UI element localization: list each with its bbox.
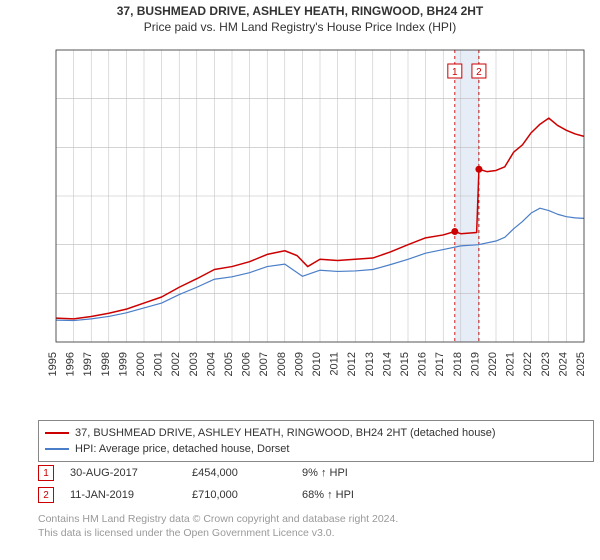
svg-text:1997: 1997 xyxy=(82,352,94,376)
svg-text:2002: 2002 xyxy=(170,352,182,376)
legend-row-2: HPI: Average price, detached house, Dors… xyxy=(45,441,587,457)
line-chart: £0£200K£400K£600K£800K£1M£1.2M1995199619… xyxy=(48,44,588,404)
svg-text:2022: 2022 xyxy=(522,352,534,376)
event-row-1: 1 30-AUG-2017 £454,000 9% ↑ HPI xyxy=(38,462,412,484)
svg-text:2015: 2015 xyxy=(399,352,411,376)
event-pct-1: 9% ↑ HPI xyxy=(302,467,412,479)
svg-text:2009: 2009 xyxy=(293,352,305,376)
svg-text:2000: 2000 xyxy=(135,352,147,376)
event-price-2: £710,000 xyxy=(192,489,302,501)
legend: 37, BUSHMEAD DRIVE, ASHLEY HEATH, RINGWO… xyxy=(38,420,594,462)
footer-line-1: Contains HM Land Registry data © Crown c… xyxy=(38,512,398,526)
legend-swatch-1 xyxy=(45,432,69,434)
svg-text:2023: 2023 xyxy=(540,352,552,376)
svg-text:1: 1 xyxy=(452,67,458,78)
svg-text:2003: 2003 xyxy=(188,352,200,376)
svg-text:2021: 2021 xyxy=(505,352,517,376)
footer: Contains HM Land Registry data © Crown c… xyxy=(38,512,398,540)
event-price-1: £454,000 xyxy=(192,467,302,479)
event-row-2: 2 11-JAN-2019 £710,000 68% ↑ HPI xyxy=(38,484,412,506)
svg-text:2008: 2008 xyxy=(276,352,288,376)
footer-line-2: This data is licensed under the Open Gov… xyxy=(38,526,398,540)
svg-text:2019: 2019 xyxy=(469,352,481,376)
event-pct-2: 68% ↑ HPI xyxy=(302,489,412,501)
svg-text:2025: 2025 xyxy=(575,352,587,376)
svg-text:2: 2 xyxy=(476,67,482,78)
svg-text:1999: 1999 xyxy=(117,352,129,376)
event-marker-2: 2 xyxy=(38,487,54,503)
svg-text:2001: 2001 xyxy=(153,352,165,376)
svg-text:2006: 2006 xyxy=(241,352,253,376)
event-date-1: 30-AUG-2017 xyxy=(70,467,192,479)
chart-container: 37, BUSHMEAD DRIVE, ASHLEY HEATH, RINGWO… xyxy=(0,0,600,560)
svg-text:1998: 1998 xyxy=(100,352,112,376)
title-block: 37, BUSHMEAD DRIVE, ASHLEY HEATH, RINGWO… xyxy=(0,0,600,34)
events-table: 1 30-AUG-2017 £454,000 9% ↑ HPI 2 11-JAN… xyxy=(38,462,412,506)
event-date-2: 11-JAN-2019 xyxy=(70,489,192,501)
svg-text:2017: 2017 xyxy=(434,352,446,376)
svg-text:2024: 2024 xyxy=(557,352,569,376)
svg-text:2020: 2020 xyxy=(487,352,499,376)
svg-text:2012: 2012 xyxy=(346,352,358,376)
legend-swatch-2 xyxy=(45,448,69,450)
legend-label-1: 37, BUSHMEAD DRIVE, ASHLEY HEATH, RINGWO… xyxy=(75,427,496,439)
svg-text:2014: 2014 xyxy=(381,352,393,376)
svg-text:2013: 2013 xyxy=(364,352,376,376)
svg-text:2016: 2016 xyxy=(417,352,429,376)
title-line1: 37, BUSHMEAD DRIVE, ASHLEY HEATH, RINGWO… xyxy=(0,4,600,18)
svg-text:2005: 2005 xyxy=(223,352,235,376)
svg-text:1995: 1995 xyxy=(48,352,59,376)
svg-text:1996: 1996 xyxy=(65,352,77,376)
svg-text:2018: 2018 xyxy=(452,352,464,376)
svg-text:2011: 2011 xyxy=(329,352,341,376)
legend-row-1: 37, BUSHMEAD DRIVE, ASHLEY HEATH, RINGWO… xyxy=(45,425,587,441)
svg-text:2007: 2007 xyxy=(258,352,270,376)
title-line2: Price paid vs. HM Land Registry's House … xyxy=(0,20,600,34)
svg-text:2004: 2004 xyxy=(205,352,217,376)
event-marker-1: 1 xyxy=(38,465,54,481)
legend-label-2: HPI: Average price, detached house, Dors… xyxy=(75,443,289,455)
svg-text:2010: 2010 xyxy=(311,352,323,376)
